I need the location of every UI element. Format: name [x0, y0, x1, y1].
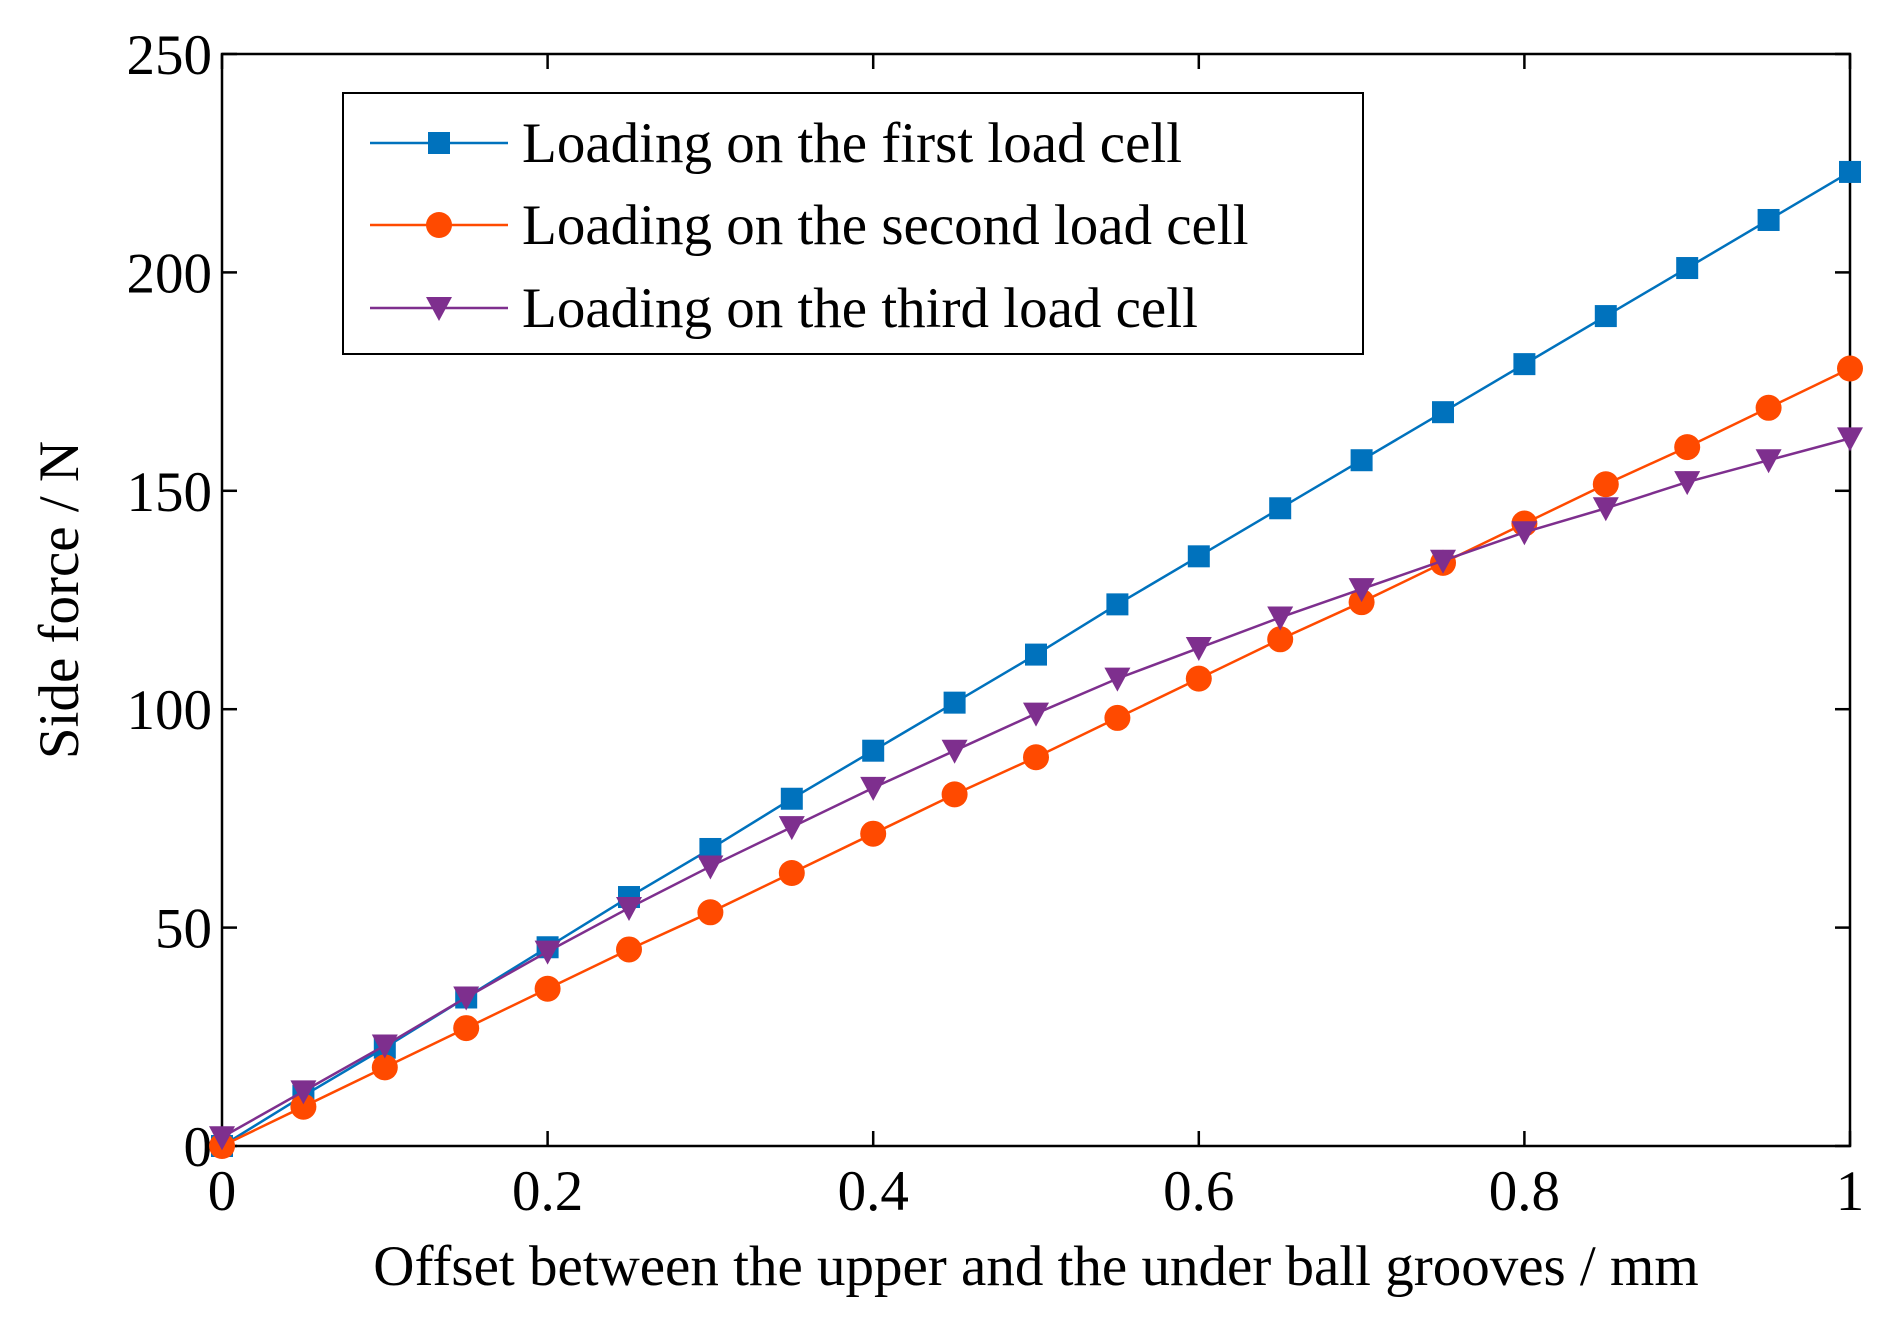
data-point: [1106, 593, 1129, 616]
legend-item-1: Loading on the first load cell: [370, 112, 1182, 175]
data-point: [290, 1093, 317, 1120]
data-point: [1104, 704, 1131, 731]
data-point: [941, 781, 968, 808]
legend-label: Loading on the third load cell: [522, 277, 1198, 340]
data-point: [534, 975, 561, 1002]
y-tick-label: 0: [184, 1116, 213, 1179]
data-point: [697, 855, 724, 880]
x-axis-title: Offset between the upper and the under b…: [373, 1235, 1698, 1298]
legend-marker: [428, 132, 450, 154]
y-tick-label: 200: [127, 242, 213, 305]
data-point: [1187, 545, 1210, 568]
data-point: [1592, 471, 1619, 498]
data-point: [780, 787, 803, 810]
data-point: [534, 940, 561, 965]
data-point: [1676, 257, 1699, 280]
legend-marker: [426, 297, 452, 321]
data-point: [1432, 401, 1454, 424]
data-point: [1594, 305, 1617, 328]
data-point: [1185, 637, 1212, 662]
data-point: [209, 1126, 235, 1151]
data-point: [943, 691, 966, 714]
data-point: [778, 860, 805, 886]
data-point: [778, 816, 805, 841]
data-point: [1350, 449, 1373, 472]
series-layer: [209, 160, 1863, 1159]
y-tick-label: 150: [127, 461, 213, 524]
data-point: [616, 936, 642, 963]
data-point: [371, 1034, 398, 1059]
x-tick-label: 1: [1836, 1160, 1865, 1223]
data-point: [1348, 589, 1375, 616]
data-point: [1674, 434, 1701, 461]
legend: Loading on the first load cell Loading on…: [342, 92, 1364, 355]
data-point: [1267, 626, 1294, 653]
data-point: [697, 899, 724, 926]
plot-frame: [220, 52, 1852, 1148]
data-point: [862, 739, 885, 762]
data-point: [1755, 449, 1782, 474]
data-point: [1025, 643, 1047, 666]
data-point: [453, 1015, 480, 1042]
data-point: [941, 739, 968, 764]
legend-item-2: Loading on the second load cell: [370, 194, 1249, 257]
data-point: [1757, 208, 1780, 231]
y-tick-label: 50: [155, 898, 212, 961]
x-tick-label: 0.8: [1489, 1160, 1560, 1223]
y-tick-label: 250: [127, 24, 213, 87]
legend-label: Loading on the second load cell: [522, 194, 1249, 257]
series-2: [209, 355, 1863, 1159]
data-point: [290, 1080, 317, 1105]
data-point: [1023, 744, 1049, 771]
data-point: [1430, 549, 1456, 574]
data-point: [1839, 160, 1861, 183]
data-point: [1674, 471, 1701, 496]
legend-marker: [426, 212, 452, 238]
data-point: [860, 776, 887, 801]
x-tick-label: 0.6: [1163, 1160, 1234, 1223]
x-tick-label: 0: [208, 1160, 237, 1223]
series-3: [209, 427, 1863, 1151]
data-point: [1267, 606, 1294, 631]
x-tick-label: 0.2: [512, 1160, 583, 1223]
data-point: [1511, 521, 1538, 546]
data-point: [1104, 667, 1131, 692]
data-point: [1513, 353, 1536, 376]
data-point: [1592, 497, 1619, 522]
data-point: [1023, 702, 1049, 727]
data-point: [371, 1054, 398, 1081]
axis-ticks: 0 0.2 0.4 0.6 0.8 1 0 50 100 150 200 250: [127, 24, 1865, 1223]
data-point: [1755, 394, 1782, 421]
legend-label: Loading on the first load cell: [522, 112, 1182, 175]
data-point: [1837, 427, 1863, 452]
y-axis-title: Side force / N: [28, 441, 91, 759]
data-point: [1348, 578, 1375, 603]
legend-item-3: Loading on the third load cell: [370, 277, 1198, 340]
data-point: [860, 820, 887, 847]
legend-box: [342, 92, 1364, 355]
data-point: [699, 837, 722, 860]
data-point: [453, 986, 480, 1011]
data-point: [1837, 355, 1863, 382]
data-point: [1185, 665, 1212, 692]
y-tick-label: 100: [127, 679, 213, 742]
data-point: [1269, 497, 1292, 520]
x-tick-label: 0.4: [838, 1160, 909, 1223]
data-point: [616, 896, 642, 921]
